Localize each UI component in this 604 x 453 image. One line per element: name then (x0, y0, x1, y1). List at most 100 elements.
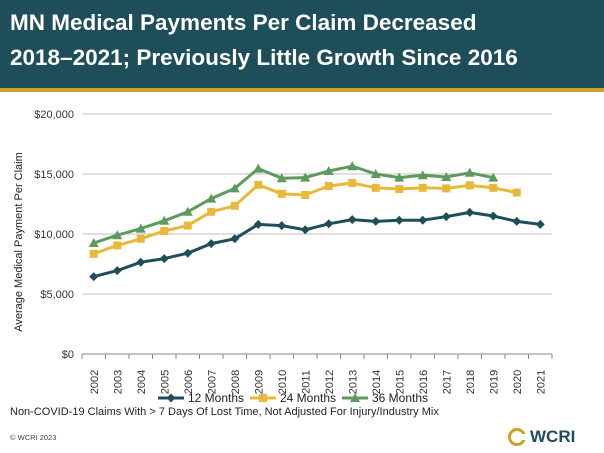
data-point (207, 207, 216, 216)
data-point (159, 215, 170, 225)
legend-item: 24 Months (250, 391, 336, 404)
data-point (395, 185, 404, 193)
data-point (488, 211, 498, 221)
data-point (418, 183, 427, 192)
x-tick-label: 2018 (465, 370, 477, 394)
data-point (253, 219, 263, 229)
data-point (112, 230, 123, 240)
data-point (394, 172, 405, 182)
line-chart: $0 $5,000 $10,000 $15,000 $20,000 2002 2003 200… (13, 109, 553, 404)
series-12-months (89, 207, 545, 282)
legend-marker (350, 393, 360, 402)
x-tick-label: 2007 (206, 370, 218, 394)
x-tick-label: 2012 (324, 370, 336, 394)
data-point (465, 207, 475, 217)
page-title-line-2: 2018–2021; Previously Little Growth Sinc… (10, 45, 518, 70)
data-point (324, 219, 334, 229)
data-point (512, 216, 522, 226)
data-point (206, 193, 217, 203)
x-tick-label: 2003 (112, 370, 124, 394)
x-tick-label: 2011 (300, 370, 312, 394)
copyright: © WCRI 2023 (10, 433, 57, 442)
data-point (417, 170, 428, 180)
y-tick-label: $20,000 (34, 109, 74, 121)
x-tick-label: 2008 (230, 370, 242, 394)
data-point (465, 181, 474, 190)
data-point (135, 223, 146, 233)
logo-text: WCRI (530, 427, 576, 446)
data-point (442, 184, 451, 193)
x-tick-label: 2019 (488, 370, 500, 394)
legend-item: 36 Months (342, 391, 428, 404)
x-tick-label: 2013 (347, 370, 359, 394)
data-point (489, 183, 498, 192)
data-point (183, 221, 192, 230)
x-tick-label: 2021 (535, 370, 547, 394)
legend-marker (166, 393, 176, 403)
y-tick-label: $0 (62, 349, 74, 361)
data-point (371, 183, 380, 192)
page-title-line-1: MN Medical Payments Per Claim Decreased (10, 10, 477, 35)
data-point (183, 248, 193, 258)
data-point (394, 215, 404, 225)
data-point (159, 254, 169, 264)
data-point (464, 167, 475, 177)
x-tick-label: 2010 (277, 370, 289, 394)
footnote: Non-COVID-19 Claims With > 7 Days Of Los… (10, 406, 439, 418)
x-tick-label: 2017 (441, 370, 453, 394)
data-point (182, 206, 193, 216)
title-band: MN Medical Payments Per Claim Decreased … (0, 0, 604, 88)
data-point (276, 173, 287, 183)
x-tick-label: 2016 (418, 370, 430, 394)
data-point (136, 234, 145, 243)
x-tick-label: 2002 (89, 370, 101, 394)
data-point (324, 182, 333, 190)
data-point (230, 234, 240, 244)
data-point (160, 227, 169, 235)
legend-label: 36 Months (372, 391, 428, 404)
data-point (418, 215, 428, 225)
series-36-months (88, 161, 499, 247)
legend-label: 12 Months (188, 391, 244, 404)
data-point (253, 163, 264, 173)
title-accent-bar (0, 88, 604, 92)
data-point (535, 219, 545, 229)
data-point (277, 221, 287, 231)
x-tick-label: 2004 (136, 370, 148, 394)
data-point (277, 189, 286, 198)
wcri-logo-icon (508, 428, 526, 446)
legend-marker (259, 394, 267, 402)
data-point (371, 216, 381, 226)
x-tick-label: 2009 (253, 370, 265, 394)
data-point (300, 172, 311, 182)
data-point (254, 180, 263, 189)
data-point (441, 212, 451, 222)
data-point (441, 172, 452, 181)
data-point (301, 191, 310, 199)
data-point (323, 166, 334, 175)
data-point (229, 183, 240, 193)
data-point (88, 238, 99, 247)
x-tick-label: 2006 (183, 370, 195, 394)
data-point (488, 172, 499, 182)
series-line (93, 164, 494, 245)
data-point (136, 257, 146, 267)
series-line (93, 210, 541, 279)
data-point (370, 169, 381, 178)
x-tick-label: 2005 (159, 370, 171, 394)
data-point (230, 201, 239, 210)
x-tick-label: 2014 (371, 370, 383, 394)
wcri-logo: WCRI (507, 426, 575, 448)
data-point (89, 249, 98, 258)
data-point (347, 161, 358, 171)
y-axis-title: Average Medical Payment Per Claim (13, 152, 25, 332)
y-tick-label: $10,000 (34, 229, 74, 241)
data-point (113, 241, 122, 250)
data-point (112, 266, 122, 276)
x-tick-label: 2020 (512, 370, 524, 394)
data-point (512, 188, 521, 197)
data-point (348, 179, 357, 187)
data-point (206, 239, 216, 249)
y-tick-label: $5,000 (40, 289, 74, 301)
y-tick-label: $15,000 (34, 169, 74, 181)
